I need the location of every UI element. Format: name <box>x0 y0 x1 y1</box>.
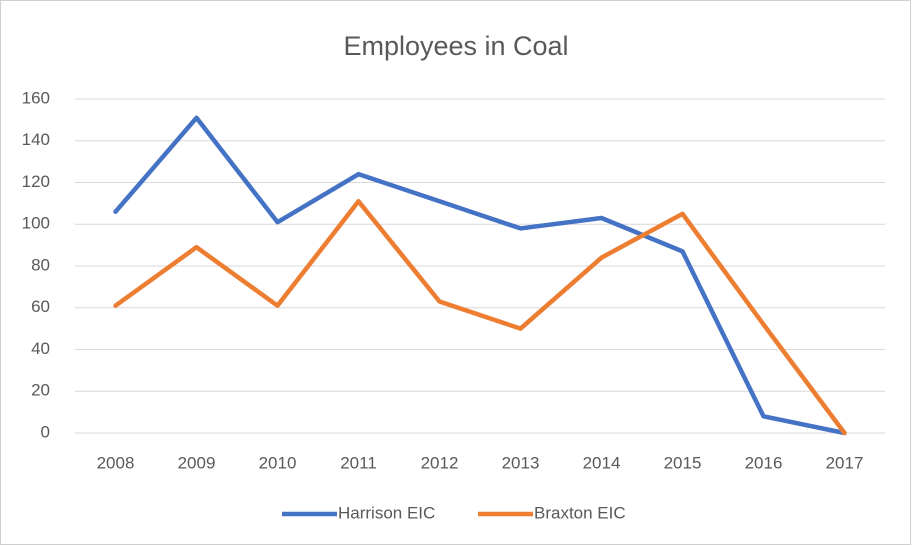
y-tick-label: 160 <box>22 88 50 107</box>
series-line <box>113 115 847 436</box>
x-tick-label: 2014 <box>583 453 621 472</box>
legend-label: Harrison EIC <box>338 503 435 522</box>
legend-label: Braxton EIC <box>534 503 626 522</box>
y-tick-label: 100 <box>22 214 50 233</box>
x-tick-label: 2015 <box>664 453 702 472</box>
x-tick-label: 2011 <box>340 453 377 472</box>
y-tick-label: 120 <box>22 172 50 191</box>
y-tick-label: 140 <box>22 130 50 149</box>
x-tick-label: 2017 <box>826 453 864 472</box>
y-tick-label: 60 <box>31 297 50 316</box>
y-tick-label: 80 <box>31 255 50 274</box>
y-tick-label: 40 <box>31 339 50 358</box>
chart-title: Employees in Coal <box>343 31 568 61</box>
x-tick-label: 2010 <box>259 453 297 472</box>
x-tick-label: 2013 <box>502 453 540 472</box>
series-line <box>113 199 847 436</box>
x-tick-label: 2008 <box>97 453 135 472</box>
x-tick-label: 2012 <box>421 453 459 472</box>
y-tick-label: 20 <box>31 381 50 400</box>
y-tick-label: 0 <box>41 422 50 441</box>
x-tick-label: 2016 <box>745 453 783 472</box>
x-tick-label: 2009 <box>178 453 216 472</box>
